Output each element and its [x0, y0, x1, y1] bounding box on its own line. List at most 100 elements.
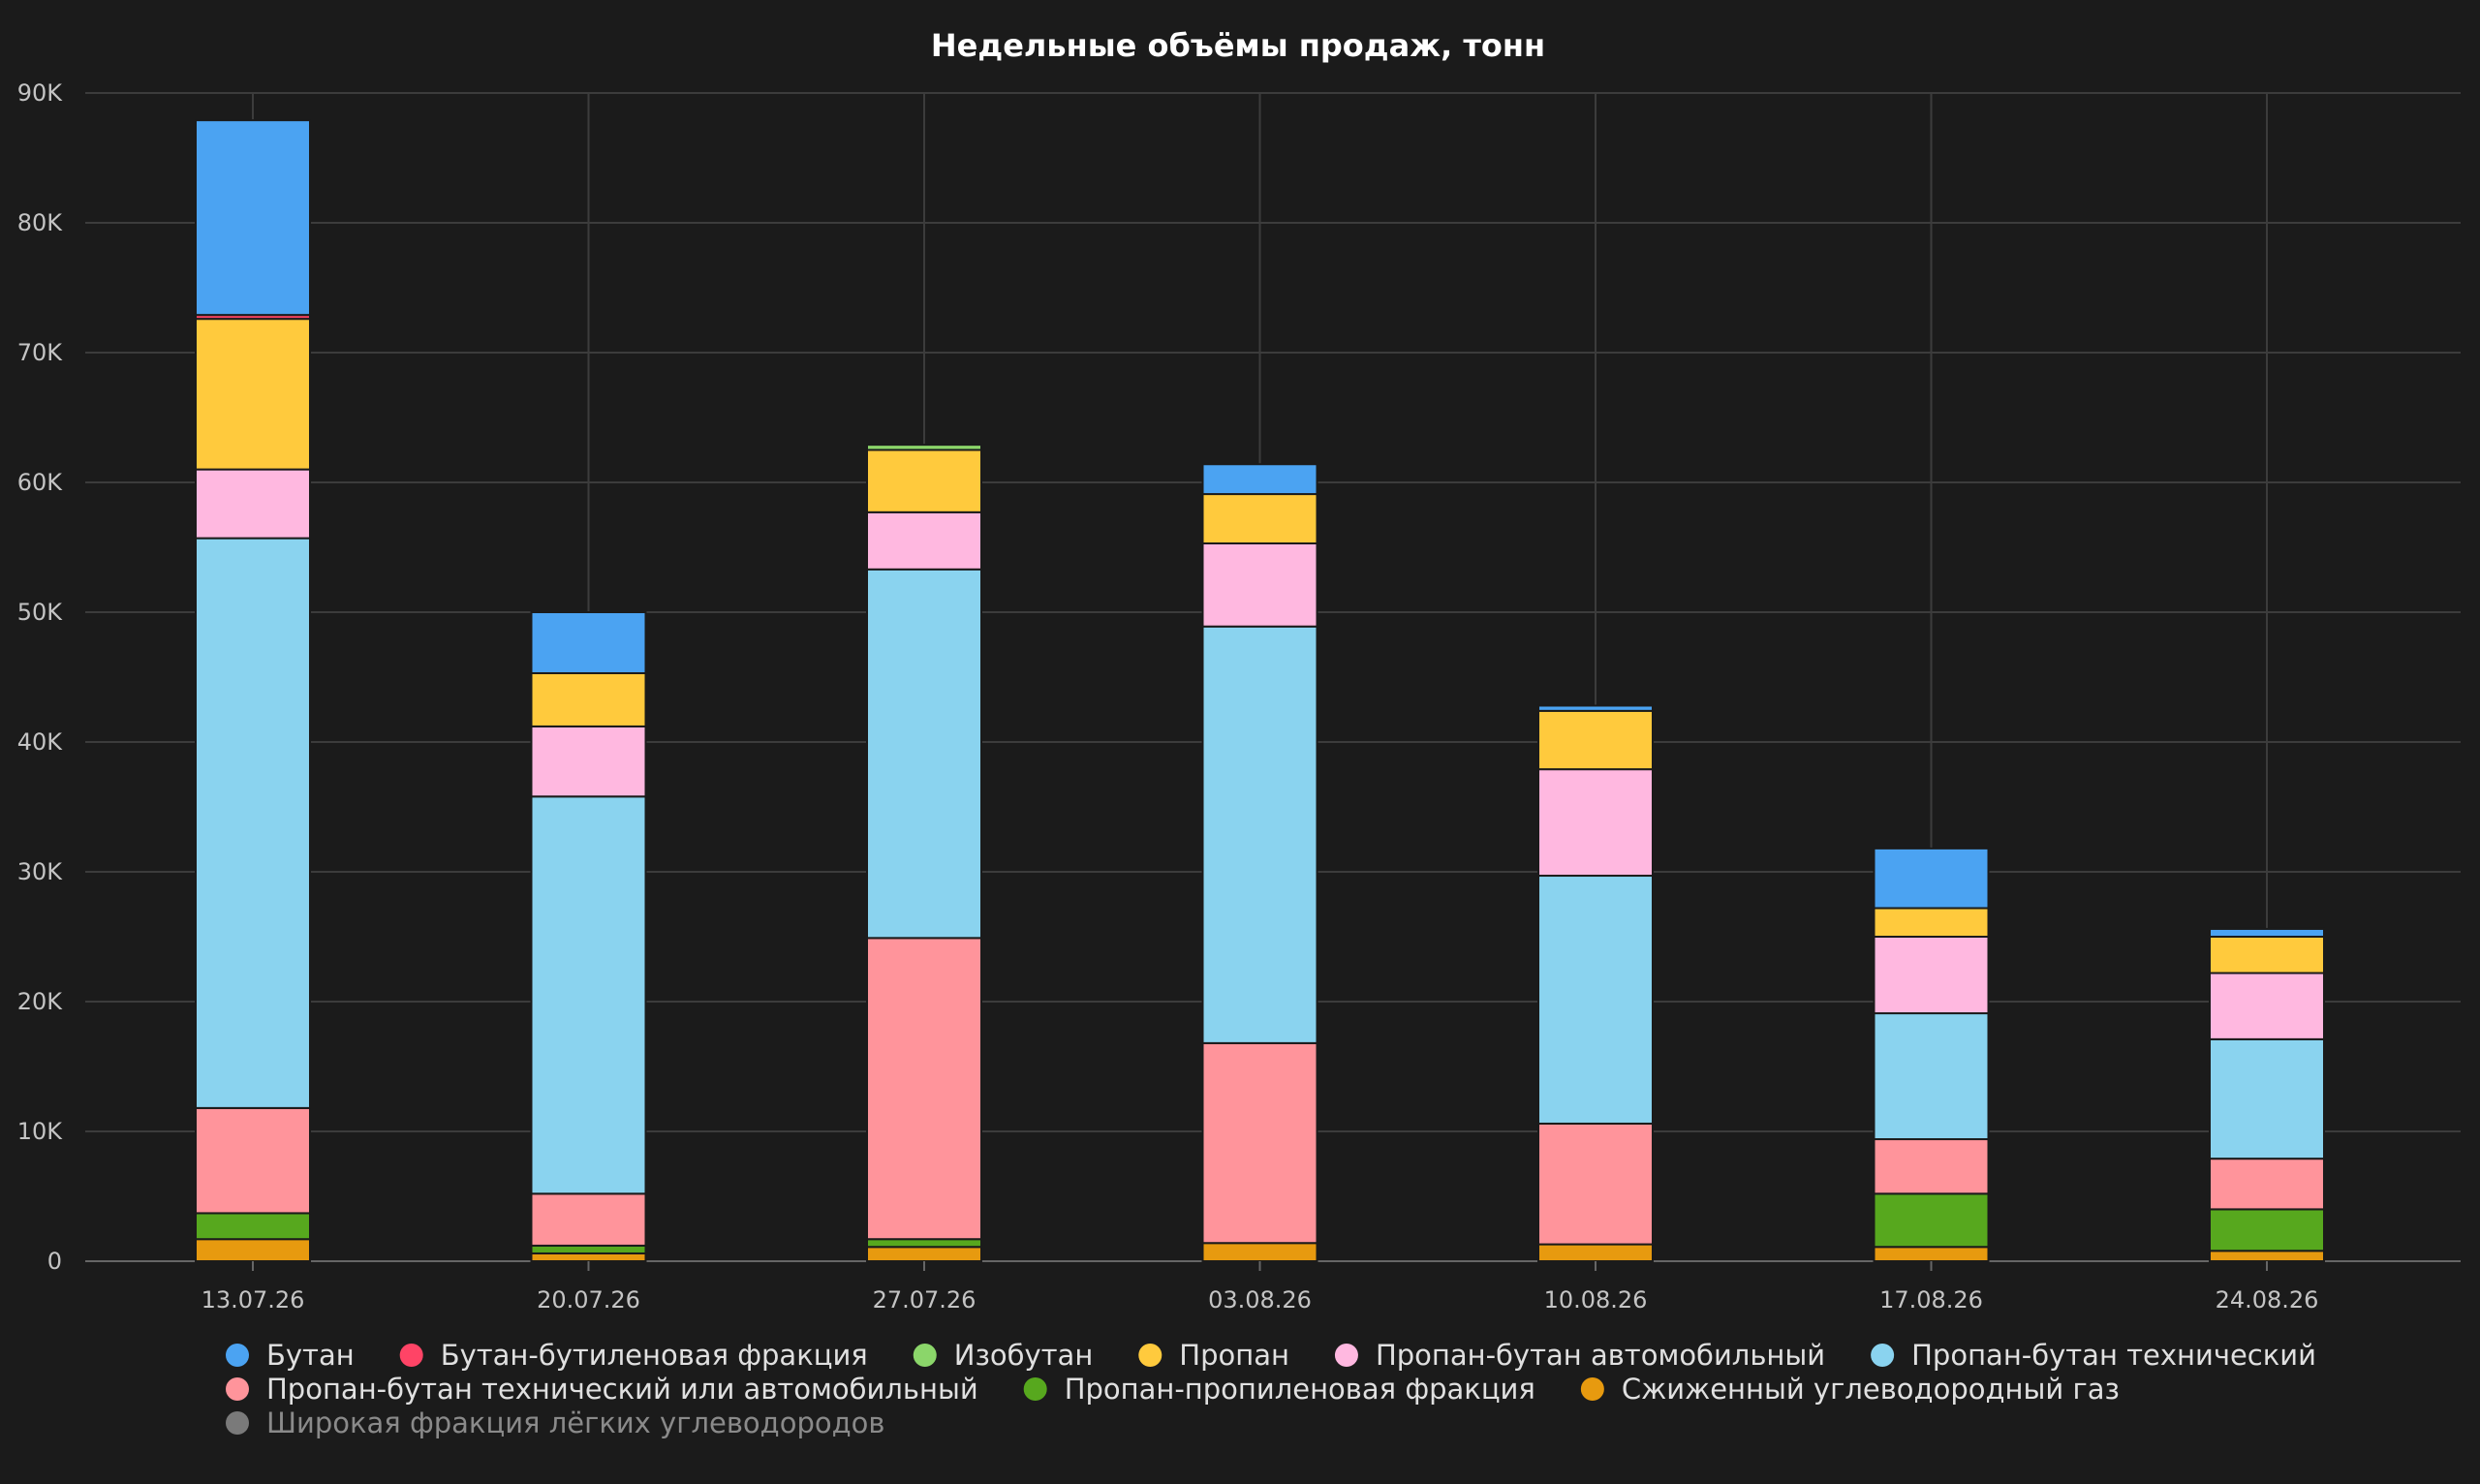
y-tick-label: 60K	[17, 469, 64, 496]
bar-segment-пропан-20.07.26[interactable]	[530, 671, 647, 727]
x-tick-label: 13.07.26	[202, 1286, 305, 1314]
bar-segment-пропан-13.07.26[interactable]	[195, 318, 311, 471]
bar-segment-сжиженный-углеводородный-газ-20.07.26[interactable]	[530, 1252, 647, 1262]
legend-marker	[1871, 1344, 1895, 1367]
legend-label: Пропан	[1179, 1339, 1289, 1372]
bar-segment-пропан-бутан-автомобильный-03.08.26[interactable]	[1201, 541, 1318, 628]
bar-segment-пропан-03.08.26[interactable]	[1201, 493, 1318, 544]
y-tick-label: 30K	[17, 858, 64, 885]
legend-item-изобутан[interactable]: Изобутан	[913, 1339, 1094, 1372]
legend-item-сжиженный-углеводородный-газ[interactable]: Сжиженный углеводородный газ	[1580, 1373, 2120, 1406]
bar-segment-бутан-20.07.26[interactable]	[530, 611, 647, 674]
x-tick-label: 27.07.26	[873, 1286, 976, 1314]
legend-marker	[226, 1411, 249, 1435]
bar-segment-пропан-бутан-автомобильный-24.08.26[interactable]	[2209, 972, 2325, 1040]
legend-marker	[1138, 1344, 1162, 1367]
bar-segment-пропан-пропиленовая-фракция-17.08.26[interactable]	[1873, 1192, 1990, 1249]
legend-marker	[1334, 1344, 1358, 1367]
x-tick-label: 20.07.26	[537, 1286, 640, 1314]
bar-segment-пропан-17.08.26[interactable]	[1873, 907, 1990, 939]
legend-item-пропан[interactable]: Пропан	[1138, 1339, 1289, 1372]
y-tick-label: 80K	[17, 209, 64, 236]
x-tick-label: 24.08.26	[2216, 1286, 2319, 1314]
bar-segment-сжиженный-углеводородный-газ-27.07.26[interactable]	[866, 1246, 982, 1263]
legend-item-пропан-бутан-автомобильный[interactable]: Пропан-бутан автомобильный	[1334, 1339, 1825, 1372]
bar-segment-бутан-10.08.26[interactable]	[1537, 704, 1654, 712]
y-tick-label: 20K	[17, 988, 64, 1015]
legend-label: Пропан-бутан технический	[1911, 1339, 2316, 1372]
bar-segment-пропан-бутан-автомобильный-17.08.26[interactable]	[1873, 936, 1990, 1015]
bar-segment-пропан-бутан-технический-27.07.26[interactable]	[866, 568, 982, 940]
legend-marker	[1023, 1377, 1047, 1401]
legend-item-пропан-пропиленовая-фракция[interactable]: Пропан-пропиленовая фракция	[1023, 1373, 1535, 1406]
bar-segment-пропан-бутан-технический-или-автомобильный-20.07.26[interactable]	[530, 1192, 647, 1247]
bar-segment-пропан-бутан-технический-20.07.26[interactable]	[530, 795, 647, 1195]
legend-item-широкая-фракция-лёгких-углеводородов[interactable]: Широкая фракция лёгких углеводородов	[226, 1407, 885, 1439]
bar-segment-пропан-бутан-автомобильный-20.07.26[interactable]	[530, 725, 647, 798]
bar-segment-пропан-пропиленовая-фракция-20.07.26[interactable]	[530, 1244, 647, 1254]
bar-segment-пропан-бутан-технический-или-автомобильный-10.08.26[interactable]	[1537, 1122, 1654, 1246]
bar-segment-пропан-бутан-автомобильный-27.07.26[interactable]	[866, 510, 982, 571]
legend-label: Бутан	[266, 1339, 355, 1372]
y-axis-ticks: 0 10K 20K 30K 40K 50K 60K 70K 80K 90K	[17, 79, 64, 1275]
legend-marker	[913, 1344, 937, 1367]
legend-label: Широкая фракция лёгких углеводородов	[266, 1407, 885, 1439]
legend-marker	[1580, 1377, 1604, 1401]
legend-item-бутан[interactable]: Бутан	[226, 1339, 355, 1372]
bar-segment-пропан-бутан-технический-или-автомобильный-13.07.26[interactable]	[195, 1106, 311, 1215]
legend-item-пропан-бутан-технический[interactable]: Пропан-бутан технический	[1871, 1339, 2316, 1372]
legend-label: Сжиженный углеводородный газ	[1622, 1373, 2120, 1406]
bar-segment-пропан-пропиленовая-фракция-24.08.26[interactable]	[2209, 1208, 2325, 1252]
bars	[195, 119, 2325, 1263]
bar-segment-пропан-бутан-технический-или-автомобильный-03.08.26[interactable]	[1201, 1041, 1318, 1245]
bar-segment-сжиженный-углеводородный-газ-10.08.26[interactable]	[1537, 1243, 1654, 1262]
bar-segment-пропан-27.07.26[interactable]	[866, 448, 982, 513]
bar-segment-сжиженный-углеводородный-газ-03.08.26[interactable]	[1201, 1242, 1318, 1262]
y-tick-label: 40K	[17, 728, 64, 756]
x-tick-label: 10.08.26	[1544, 1286, 1648, 1314]
legend-label: Пропан-бутан автомобильный	[1376, 1339, 1825, 1372]
legend-label: Изобутан	[954, 1339, 1094, 1372]
bar-segment-бутан-24.08.26[interactable]	[2209, 927, 2325, 939]
bar-segment-изобутан-27.07.26[interactable]	[866, 444, 982, 451]
x-tick-label: 03.08.26	[1208, 1286, 1312, 1314]
bar-segment-пропан-бутан-технический-03.08.26[interactable]	[1201, 625, 1318, 1044]
bar-segment-пропан-бутан-автомобильный-10.08.26[interactable]	[1537, 768, 1654, 878]
legend-marker	[226, 1377, 249, 1401]
bar-segment-пропан-бутан-технический-или-автомобильный-17.08.26[interactable]	[1873, 1138, 1990, 1195]
legend-marker	[399, 1344, 423, 1367]
legend-item-пропан-бутан-технический-или-автомобильный[interactable]: Пропан-бутан технический или автомобильн…	[226, 1373, 978, 1406]
y-tick-label: 90K	[17, 79, 64, 107]
legend-label: Пропан-пропиленовая фракция	[1065, 1373, 1535, 1406]
y-tick-label: 50K	[17, 599, 64, 626]
bar-segment-пропан-бутан-автомобильный-13.07.26[interactable]	[195, 468, 311, 540]
bar-segment-пропан-пропиленовая-фракция-27.07.26[interactable]	[866, 1238, 982, 1249]
bar-segment-пропан-бутан-технический-10.08.26[interactable]	[1537, 875, 1654, 1125]
bar-segment-бутан-03.08.26[interactable]	[1201, 463, 1318, 496]
legend-item-бутан-бутиленовая-фракция[interactable]: Бутан-бутиленовая фракция	[399, 1339, 868, 1372]
bar-segment-пропан-бутан-технический-или-автомобильный-27.07.26[interactable]	[866, 937, 982, 1241]
bar-segment-бутан-17.08.26[interactable]	[1873, 847, 1990, 910]
bar-segment-пропан-10.08.26[interactable]	[1537, 709, 1654, 771]
legend-label: Бутан-бутиленовая фракция	[441, 1339, 868, 1372]
x-tick-label: 17.08.26	[1879, 1286, 1983, 1314]
bar-segment-пропан-бутан-технический-17.08.26[interactable]	[1873, 1012, 1990, 1141]
bar-segment-бутан-13.07.26[interactable]	[195, 119, 311, 317]
bar-segment-сжиженный-углеводородный-газ-24.08.26[interactable]	[2209, 1250, 2325, 1263]
bar-segment-пропан-бутан-технический-13.07.26[interactable]	[195, 537, 311, 1109]
bar-segment-пропан-пропиленовая-фракция-13.07.26[interactable]	[195, 1212, 311, 1241]
legend-marker	[226, 1344, 249, 1367]
y-tick-label: 70K	[17, 339, 64, 366]
bar-segment-пропан-24.08.26[interactable]	[2209, 936, 2325, 974]
bar-segment-пропан-бутан-технический-или-автомобильный-24.08.26[interactable]	[2209, 1158, 2325, 1211]
bar-segment-пропан-бутан-технический-24.08.26[interactable]	[2209, 1037, 2325, 1160]
chart-title: Недельные объёмы продаж, тонн	[931, 27, 1545, 64]
legend: Бутан Бутан-бутиленовая фракция Изобутан Пр…	[226, 1339, 2316, 1439]
y-tick-label: 10K	[17, 1118, 64, 1145]
bar-segment-сжиженный-углеводородный-газ-17.08.26[interactable]	[1873, 1246, 1990, 1263]
bar-segment-сжиженный-углеводородный-газ-13.07.26[interactable]	[195, 1238, 311, 1262]
y-tick-label: 0	[47, 1248, 62, 1275]
legend-label: Пропан-бутан технический или автомобильн…	[266, 1373, 978, 1406]
x-axis-ticks: 13.07.26 20.07.26 27.07.26 03.08.26 10.08.26…	[202, 1261, 2319, 1314]
